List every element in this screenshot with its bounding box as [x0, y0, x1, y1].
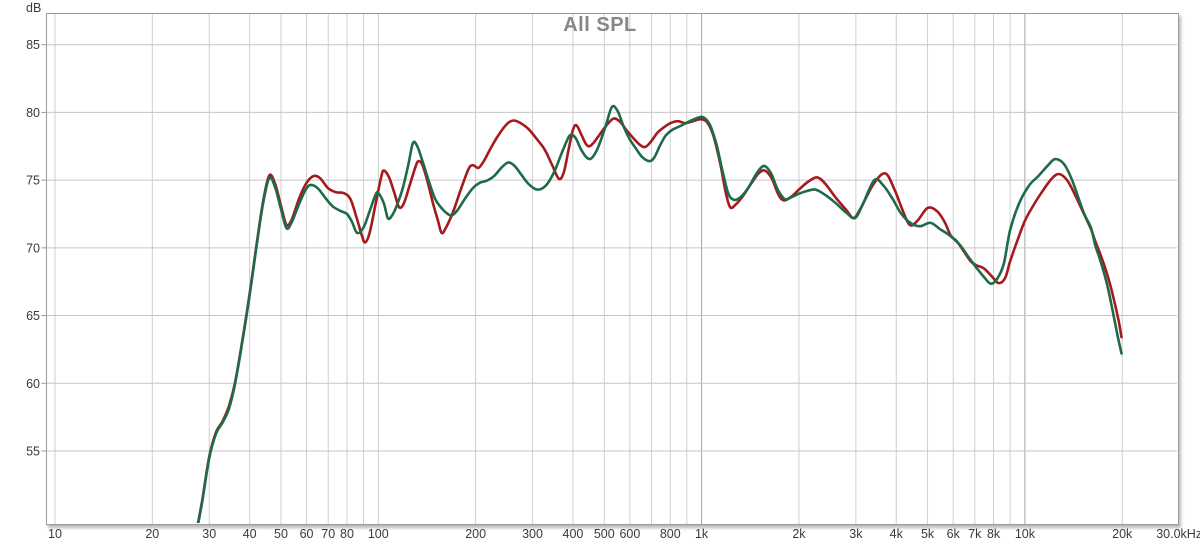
x-tick-label: 8k	[987, 527, 1001, 541]
green-trace-curve	[196, 104, 1123, 523]
x-tick-label: 10k	[1015, 527, 1036, 541]
x-tick-label: 20k	[1112, 527, 1133, 541]
x-tick-label: 3k	[849, 527, 863, 541]
x-tick-label: 300	[522, 527, 543, 541]
x-tick-label: 400	[563, 527, 584, 541]
x-tick-label: 800	[660, 527, 681, 541]
y-axis-unit-label: dB	[26, 1, 42, 15]
y-tick-label: 70	[26, 241, 40, 255]
x-tick-label: 70	[321, 527, 335, 541]
y-tick-label: 65	[26, 309, 40, 323]
x-tick-label: 30.0kHz	[1156, 527, 1200, 541]
y-tick-label: 55	[26, 444, 40, 458]
x-tick-label: 4k	[890, 527, 904, 541]
x-tick-label: 5k	[921, 527, 935, 541]
x-tick-label: 30	[202, 527, 216, 541]
x-tick-label: 100	[368, 527, 389, 541]
y-tick-label: 75	[26, 174, 40, 188]
chart-title: All SPL	[563, 14, 637, 36]
y-tick-label: 85	[26, 38, 40, 52]
x-tick-label: 600	[619, 527, 640, 541]
x-tick-label: 60	[300, 527, 314, 541]
plot-area-frame	[46, 13, 1179, 525]
y-tick-label: 80	[26, 106, 40, 120]
x-tick-label: 50	[274, 527, 288, 541]
x-tick-label: 500	[594, 527, 615, 541]
y-tick-label: 60	[26, 377, 40, 391]
x-tick-label: 200	[465, 527, 486, 541]
x-tick-label: 40	[243, 527, 257, 541]
x-tick-label: 2k	[792, 527, 806, 541]
x-tick-label: 1k	[695, 527, 709, 541]
red-trace-curve	[196, 117, 1123, 523]
x-tick-label: 7k	[968, 527, 982, 541]
x-tick-label: 6k	[947, 527, 961, 541]
x-tick-label: 10	[48, 527, 62, 541]
x-tick-label: 80	[340, 527, 354, 541]
x-tick-label: 20	[145, 527, 159, 541]
